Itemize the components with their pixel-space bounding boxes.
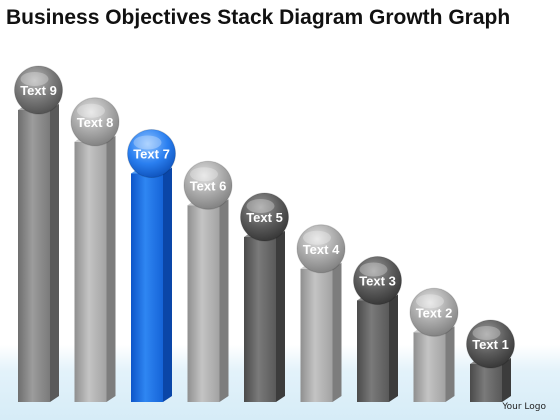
sphere-label: Text 5 xyxy=(246,210,283,225)
stack-bar-3: Text 3 xyxy=(353,256,402,402)
bar-side-face xyxy=(163,167,172,402)
sphere-highlight xyxy=(472,326,501,340)
bar-sphere xyxy=(70,97,120,147)
bar-sphere xyxy=(296,224,346,274)
bar-side-face xyxy=(332,262,342,402)
bar-front-face xyxy=(18,110,50,402)
bar-front-face xyxy=(300,268,333,402)
bar-front-face xyxy=(470,364,502,402)
stack-bar-5: Text 5 xyxy=(240,192,289,402)
bar-sphere xyxy=(240,192,289,242)
sphere-highlight xyxy=(20,72,49,86)
bar-sphere xyxy=(409,287,459,337)
sphere-label: Text 9 xyxy=(20,83,57,98)
bar-side-face xyxy=(502,358,511,402)
bar-front-face xyxy=(357,300,389,402)
bars-layer: Text 9 Text 8 Text 7 Text 6 Text 5 Text 4 Text… xyxy=(14,65,515,402)
stack-bar-2: Text 2 xyxy=(409,287,459,402)
sphere-highlight xyxy=(190,167,218,182)
sphere-label: Text 4 xyxy=(303,242,340,257)
bar-sphere xyxy=(127,129,176,178)
sphere-highlight xyxy=(303,230,331,245)
bar-side-face xyxy=(219,199,229,402)
bar-side-face xyxy=(50,104,59,402)
bar-side-face xyxy=(276,231,285,402)
bar-front-face xyxy=(244,237,276,402)
sphere-label: Text 8 xyxy=(77,115,114,130)
bar-front-face xyxy=(187,205,220,402)
stack-bar-7: Text 7 xyxy=(127,129,176,402)
sphere-highlight xyxy=(133,135,162,150)
stack-bar-8: Text 8 xyxy=(70,97,120,402)
sphere-label: Text 1 xyxy=(472,337,509,352)
sphere-highlight xyxy=(359,262,388,277)
bar-front-face xyxy=(131,173,163,402)
sphere-highlight xyxy=(246,199,275,213)
sphere-label: Text 2 xyxy=(416,305,453,320)
bar-sphere xyxy=(183,160,233,210)
bar-front-face xyxy=(74,141,107,402)
bar-side-face xyxy=(445,326,455,402)
bar-sphere xyxy=(14,65,63,115)
bar-side-face xyxy=(106,135,116,402)
stack-bar-6: Text 6 xyxy=(183,160,233,402)
stack-bar-9: Text 9 xyxy=(14,65,63,402)
bar-front-face xyxy=(413,332,446,402)
sphere-highlight xyxy=(416,294,444,309)
sphere-highlight xyxy=(77,103,105,118)
bar-sphere xyxy=(353,256,402,305)
bar-side-face xyxy=(389,294,398,402)
bar-sphere xyxy=(466,319,515,369)
page-title: Business Objectives Stack Diagram Growth… xyxy=(6,6,511,29)
sphere-label: Text 3 xyxy=(359,274,396,289)
stack-bar-4: Text 4 xyxy=(296,224,346,402)
sphere-label: Text 6 xyxy=(190,178,227,193)
sphere-label: Text 7 xyxy=(133,147,170,162)
logo-text: Your Logo xyxy=(502,402,546,412)
stack-bar-1: Text 1 xyxy=(466,319,515,402)
